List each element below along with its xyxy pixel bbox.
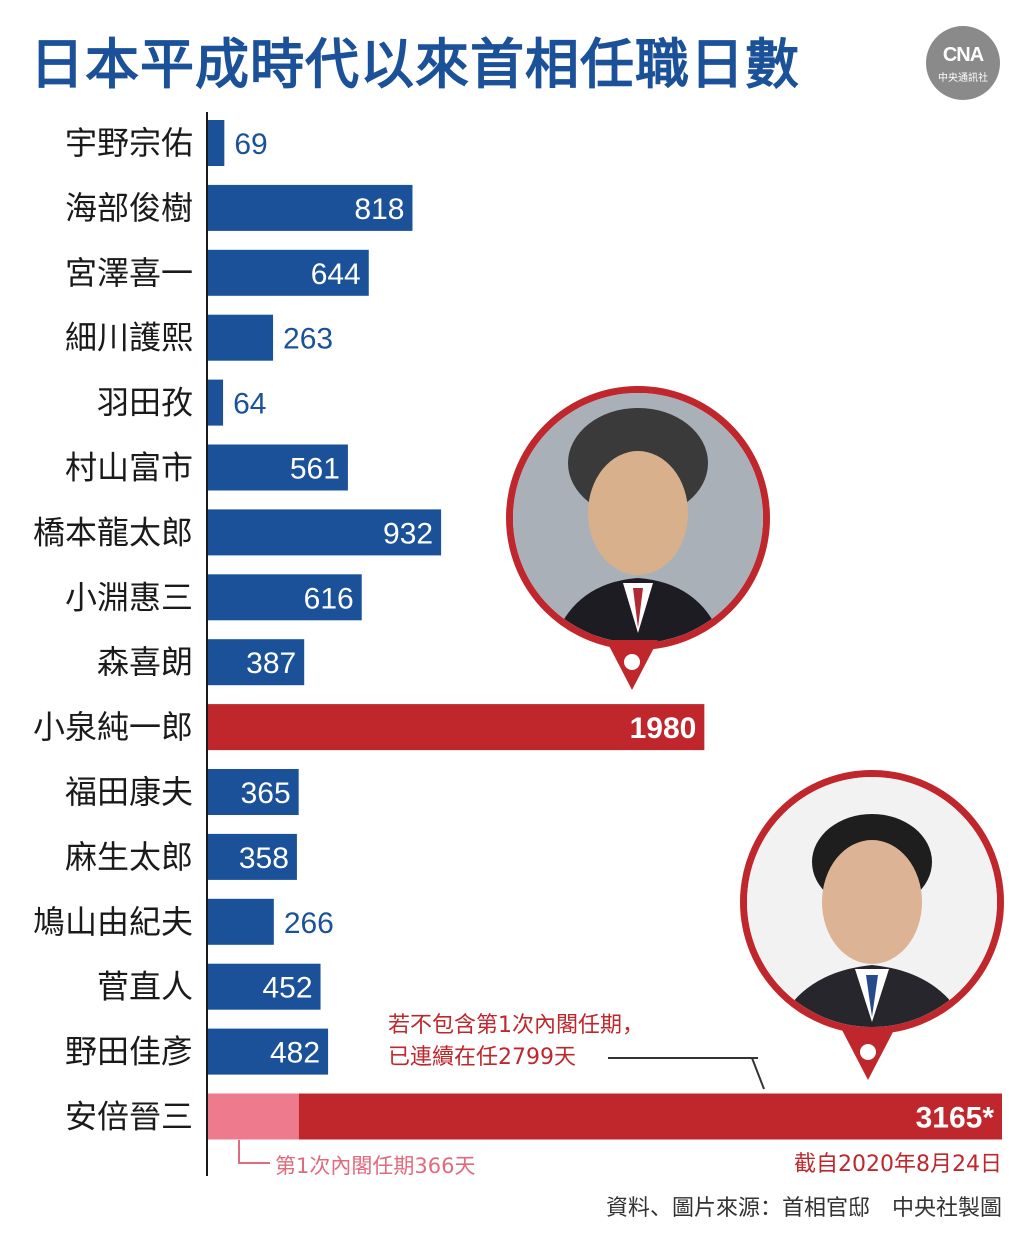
category-label: 小淵惠三 [65, 578, 193, 616]
bar [207, 898, 274, 945]
source-credit: 資料、圖片來源：首相官邸 中央社製圖 [605, 1196, 1002, 1221]
abe-note-leader-diagonal [751, 1057, 765, 1090]
value-label: 452 [262, 972, 312, 1005]
value-label: 263 [283, 323, 333, 356]
value-label: 69 [234, 128, 267, 161]
category-label: 村山富市 [65, 449, 193, 487]
cna-logo: CNA 中央通訊社 [926, 26, 1000, 100]
chart-title: 日本平成時代以來首相任職日數 [30, 33, 800, 96]
value-label: 482 [270, 1037, 320, 1070]
koizumi-pin [606, 640, 658, 690]
first-term-bracket [238, 1140, 270, 1164]
bar [207, 184, 413, 231]
abe-note: 若不包含第1次內閣任期， 已連續在任2799天 [388, 1010, 644, 1074]
value-label: 387 [246, 647, 296, 680]
bar [207, 509, 442, 556]
value-label: 365 [241, 777, 291, 810]
value-label: 266 [284, 907, 334, 940]
bar [207, 1093, 1002, 1140]
logo-text: 中央通訊社 [938, 73, 988, 84]
as-of-date: 截自2020年8月24日 [794, 1152, 1002, 1177]
value-label: 644 [311, 258, 361, 291]
value-label: 818 [354, 193, 404, 226]
value-label: 358 [239, 842, 289, 875]
value-label: 1980 [630, 712, 697, 745]
first-term-label: 第1次內閣任期366天 [275, 1154, 476, 1178]
abe-note-line2: 已連續在任2799天 [388, 1045, 576, 1070]
bar [207, 833, 297, 880]
value-label: 932 [383, 517, 433, 550]
bar [207, 639, 305, 686]
category-label: 宇野宗佑 [65, 124, 193, 162]
category-label: 細川護熙 [65, 319, 193, 357]
category-label: 小泉純一郎 [33, 708, 193, 746]
category-label: 宮澤喜一 [65, 254, 193, 292]
bar [207, 379, 224, 426]
category-label: 麻生太郎 [65, 838, 193, 876]
category-label: 森喜朗 [97, 643, 193, 681]
category-label: 野田佳彥 [65, 1033, 193, 1071]
logo-mark: CNA [942, 44, 984, 66]
bar [207, 444, 348, 491]
bar [207, 120, 225, 166]
bar [207, 574, 362, 621]
category-label: 橋本龍太郎 [33, 513, 193, 551]
category-label: 菅直人 [97, 968, 193, 1006]
category-label: 羽田孜 [97, 384, 193, 422]
bar [207, 314, 274, 361]
category-label: 海部俊樹 [65, 189, 193, 227]
abe-portrait [740, 770, 1004, 1034]
koizumi-photo-icon [513, 393, 763, 643]
abe-note-leader-line [608, 1057, 758, 1059]
category-label: 福田康夫 [65, 773, 193, 811]
abe-note-line1: 若不包含第1次內閣任期， [388, 1013, 644, 1038]
bar [207, 769, 299, 815]
category-label: 鳩山由紀夫 [33, 903, 193, 941]
bar [207, 1028, 329, 1075]
bar [207, 963, 321, 1010]
value-label: 3165* [916, 1102, 995, 1135]
abe-pin [842, 1030, 894, 1080]
value-label: 616 [304, 582, 354, 615]
bar [207, 249, 369, 296]
first-term-segment [207, 1093, 299, 1140]
value-label: 64 [233, 388, 266, 421]
value-label: 561 [290, 453, 340, 486]
category-label: 安倍晉三 [65, 1098, 193, 1136]
koizumi-portrait [506, 386, 770, 650]
bar [207, 704, 705, 751]
abe-photo-icon [747, 777, 997, 1027]
